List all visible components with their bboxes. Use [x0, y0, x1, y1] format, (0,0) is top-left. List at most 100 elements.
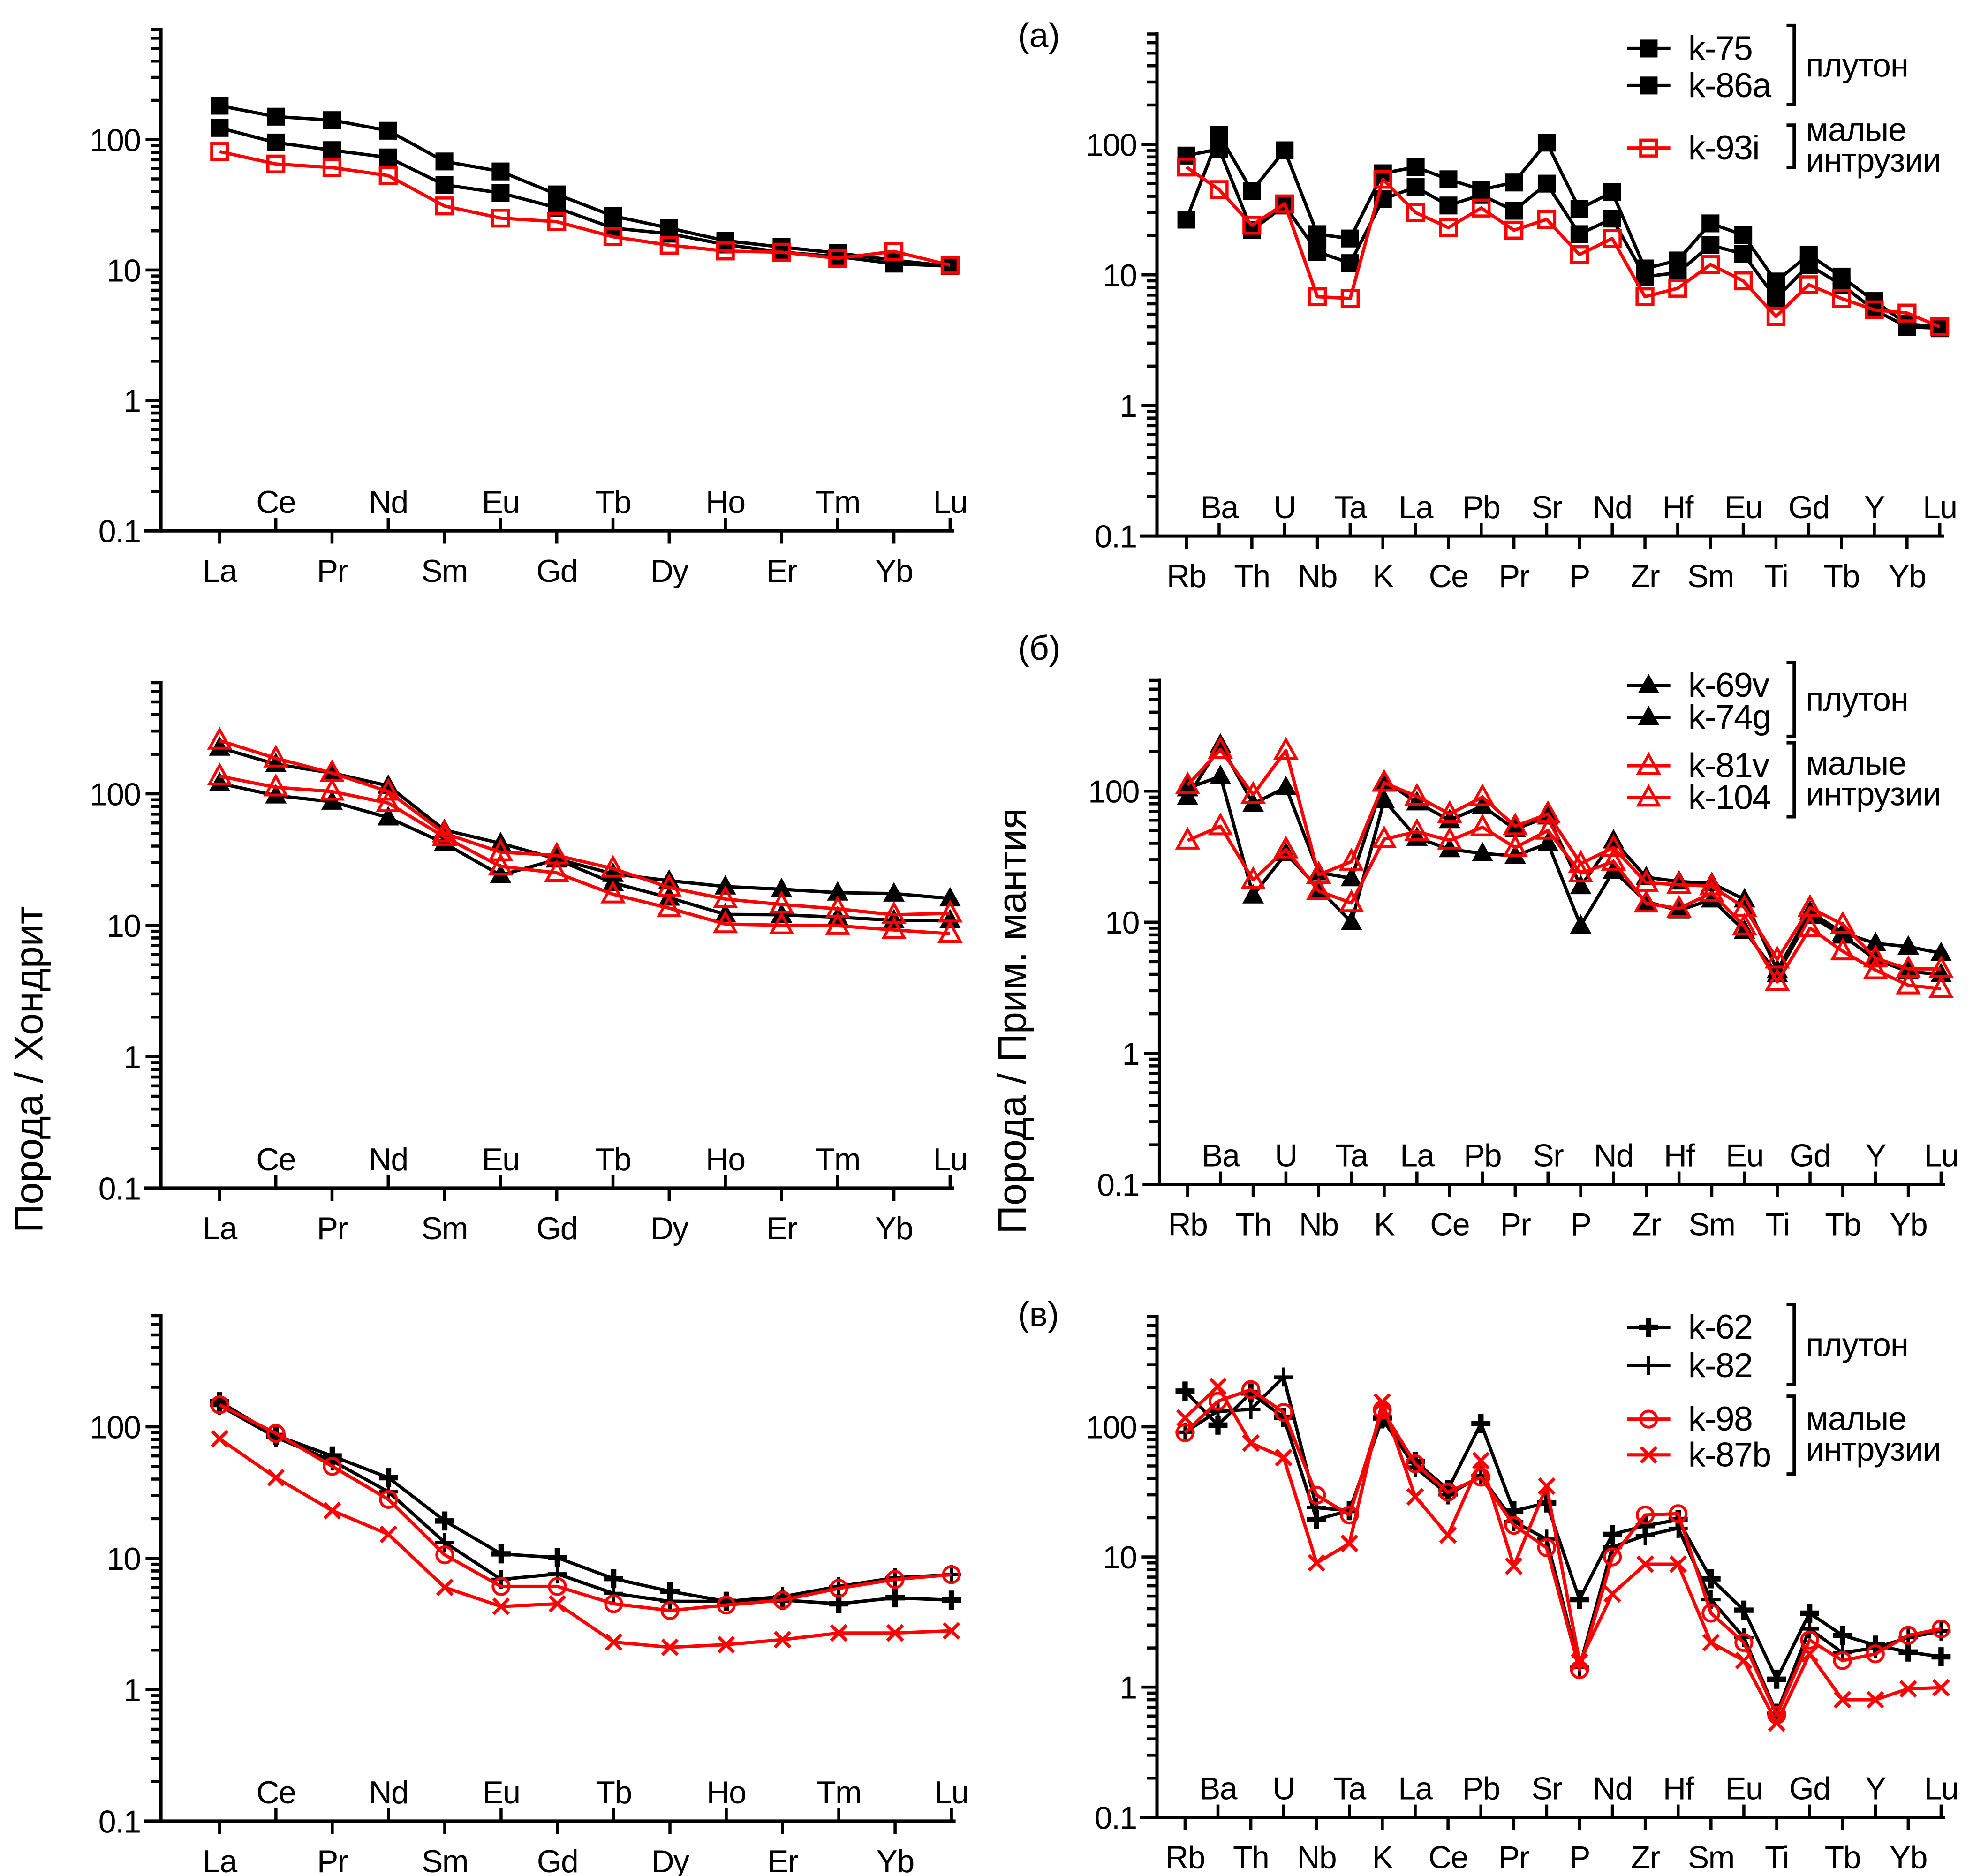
data-point	[1340, 1534, 1359, 1552]
legend-item: k-69v	[1627, 665, 1770, 704]
data-point	[431, 823, 457, 846]
data-point	[1733, 271, 1753, 291]
data-point	[491, 209, 510, 228]
data-point	[1503, 812, 1528, 836]
data-point	[1734, 1633, 1754, 1652]
data-point	[435, 1545, 454, 1565]
y-tick-label: 1	[1119, 1670, 1136, 1706]
data-point	[1340, 289, 1360, 308]
data-point	[1241, 1380, 1261, 1399]
data-point	[1800, 1645, 1819, 1663]
legend-marker	[1639, 1318, 1658, 1337]
legend-label: k-62	[1688, 1307, 1752, 1346]
x-tick-label: U	[1272, 1771, 1295, 1807]
chart-ree-a: 0.1 1 10 100 La Ce Pr Nd Sm Eu Gd Tb Dy Ho Er Tm Yb Lu	[90, 28, 968, 589]
data-point	[210, 142, 229, 161]
x-tick-label: Sr	[1532, 490, 1563, 525]
data-point	[1928, 975, 1954, 998]
x-tick-label: Ta	[1335, 1138, 1368, 1174]
data-point	[209, 772, 231, 791]
x-tick-label: Gd	[537, 1844, 578, 1876]
x-tick-label: Ti	[1765, 1207, 1789, 1243]
data-point	[1896, 972, 1921, 995]
data-point	[1570, 245, 1589, 264]
data-point	[942, 1622, 960, 1640]
data-point	[375, 777, 401, 801]
data-point	[263, 773, 289, 797]
data-point	[1503, 834, 1528, 857]
data-point	[210, 1395, 229, 1415]
x-tick-label: Pb	[1464, 1138, 1501, 1174]
x-tick-label: Ce	[1430, 1207, 1469, 1243]
panel-label: (а)	[1018, 16, 1060, 55]
data-point	[828, 249, 847, 268]
data-point	[1177, 158, 1196, 177]
data-point	[1635, 287, 1655, 307]
legend-group-bracket	[1786, 123, 1796, 169]
data-point	[1669, 264, 1687, 282]
series-k-75	[211, 97, 959, 275]
legend-group-label: малые	[1806, 745, 1906, 782]
data-point	[1242, 1434, 1260, 1452]
legend-marker	[1636, 752, 1662, 775]
data-point	[885, 1588, 905, 1608]
series-line	[1185, 166, 1941, 329]
x-tick-label: Ba	[1202, 1138, 1240, 1174]
x-tick-label: Eu	[482, 484, 519, 520]
data-point	[266, 154, 286, 173]
data-point	[939, 887, 961, 907]
x-tick-label: Gd	[1788, 490, 1829, 525]
x-tick-label: Rb	[1165, 1840, 1205, 1876]
x-tick-label: Ba	[1199, 1771, 1238, 1807]
x-tick-label: Ce	[256, 1142, 295, 1177]
data-point	[1406, 1454, 1425, 1473]
data-point	[1471, 1414, 1491, 1433]
x-tick-label: Eu	[482, 1142, 519, 1177]
data-point	[207, 762, 233, 785]
x-tick-label: Yb	[1890, 1207, 1927, 1243]
data-point	[1472, 1452, 1490, 1469]
data-point	[1931, 1647, 1951, 1666]
data-point	[1175, 1381, 1195, 1401]
series-k-69v	[209, 736, 961, 907]
legend-marker	[1640, 39, 1658, 58]
series-k-93i	[210, 142, 960, 275]
data-point	[1866, 1691, 1884, 1709]
data-point	[604, 1583, 623, 1603]
x-tick-label: Tb	[596, 1775, 631, 1810]
data-point	[1538, 1477, 1556, 1495]
x-tick-label: Tb	[595, 1142, 631, 1177]
data-point	[1175, 1423, 1195, 1442]
data-point	[881, 916, 907, 939]
data-point	[1273, 835, 1299, 859]
x-tick-label: Rb	[1168, 1207, 1207, 1243]
legend-item: k-93i	[1627, 128, 1760, 167]
x-tick-label: Nb	[1297, 1840, 1336, 1876]
data-point	[830, 1624, 848, 1642]
data-point	[1767, 272, 1785, 291]
data-point	[939, 909, 961, 928]
x-tick-label: La	[1398, 490, 1433, 525]
legend-marker	[1639, 1409, 1658, 1429]
data-point	[1274, 1367, 1293, 1387]
x-tick-label: K	[1373, 558, 1394, 594]
data-point	[942, 1590, 961, 1610]
x-tick-label: Gd	[536, 1211, 577, 1246]
x-tick-label: K	[1372, 1840, 1393, 1876]
data-point	[1668, 279, 1687, 298]
series-k-81v	[207, 727, 963, 924]
legend-item: k-82	[1627, 1346, 1753, 1385]
y-tick-label: 10	[1105, 905, 1139, 941]
x-tick-label: La	[1400, 1138, 1435, 1174]
data-point	[1210, 140, 1228, 158]
data-point	[1341, 254, 1359, 272]
data-point	[1768, 1714, 1786, 1732]
data-point	[207, 727, 233, 750]
legend-label: k-104	[1688, 778, 1771, 817]
x-tick-label: Nb	[1298, 558, 1337, 594]
data-point	[660, 225, 678, 243]
data-point	[1177, 211, 1195, 229]
data-point	[1535, 817, 1561, 840]
data-point	[1209, 1378, 1227, 1395]
x-tick-label: Nd	[369, 1775, 408, 1810]
